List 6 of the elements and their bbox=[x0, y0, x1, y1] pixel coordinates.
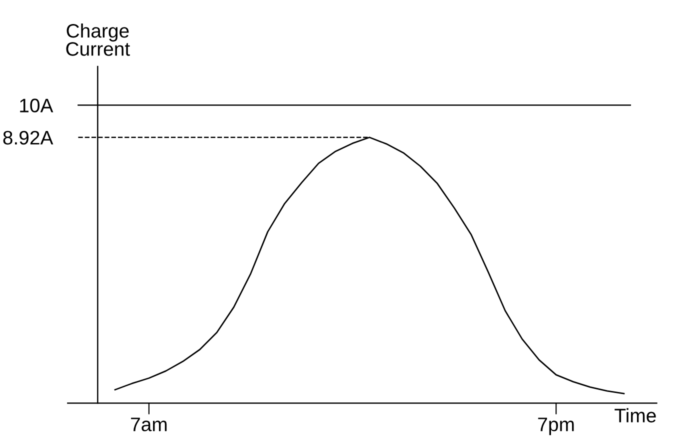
y-axis-title: Charge Current bbox=[66, 23, 130, 56]
x-axis-title: Time bbox=[614, 408, 656, 422]
x-tick-label: 7am bbox=[131, 418, 167, 432]
x-tick-label: 7pm bbox=[538, 418, 574, 436]
y-tick-label: 8.92A bbox=[3, 130, 54, 145]
y-tick-label: 10A bbox=[20, 98, 54, 112]
